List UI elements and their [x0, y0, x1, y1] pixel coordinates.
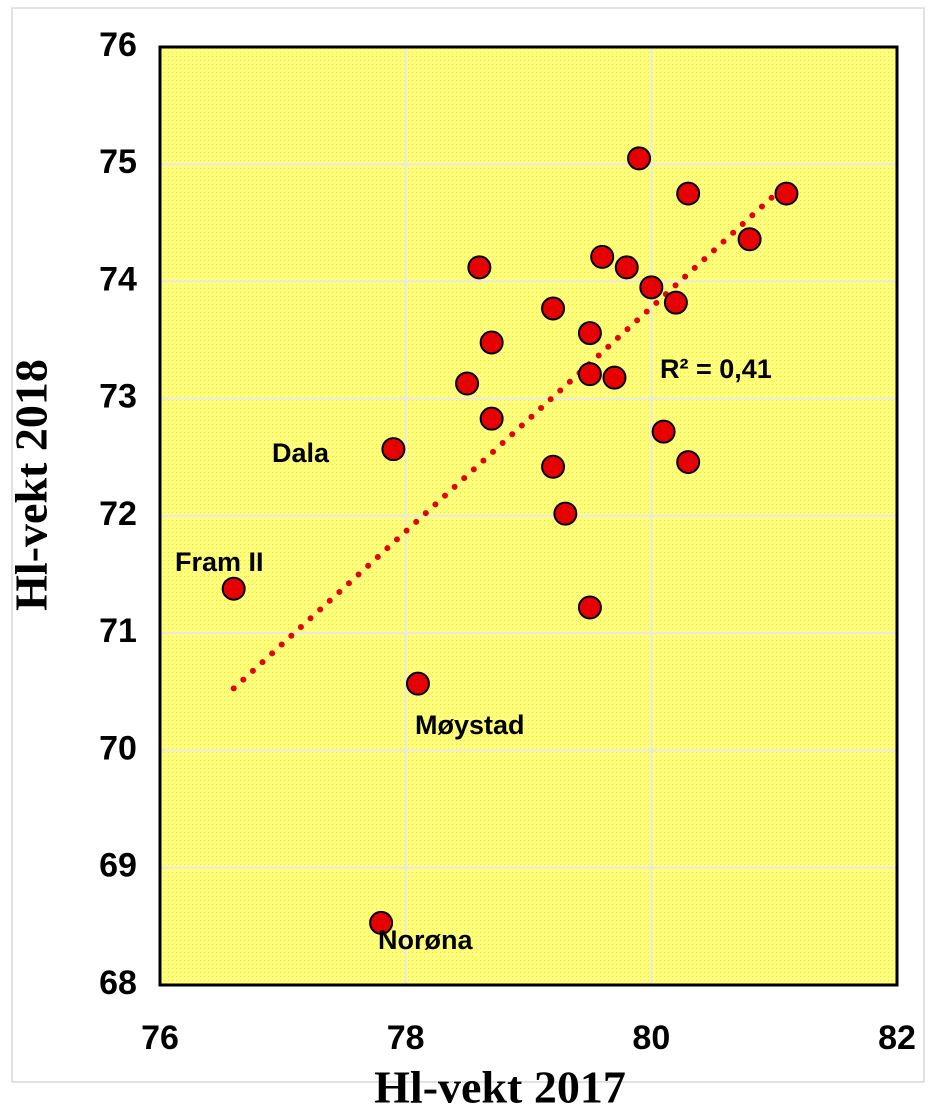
point [541, 454, 566, 479]
y-tick-label: 74 [99, 260, 137, 298]
point [639, 275, 664, 300]
point [590, 244, 615, 269]
point [467, 255, 492, 280]
chart-border [11, 7, 925, 1083]
y-tick-label: 75 [99, 143, 137, 181]
x-tick-label: 82 [878, 1019, 916, 1057]
y-tick-label: 71 [99, 612, 137, 650]
point [221, 576, 246, 601]
annotation: Møystad [415, 710, 525, 740]
point [676, 450, 701, 475]
point [663, 290, 688, 315]
annotation: Fram II [175, 547, 264, 577]
y-axis-title: Hl-vekt 2018 [6, 359, 57, 611]
point [405, 671, 430, 696]
x-tick-label: 80 [632, 1019, 670, 1057]
x-axis-title: Hl-vekt 2017 [374, 1062, 626, 1112]
point [651, 419, 676, 444]
point [676, 181, 701, 206]
point [627, 146, 652, 171]
point [577, 362, 602, 387]
point [479, 330, 504, 355]
y-tick-label: 68 [99, 964, 137, 1002]
point [774, 181, 799, 206]
point [381, 437, 406, 462]
point [553, 501, 578, 526]
x-tick-label: 78 [387, 1019, 425, 1057]
point [479, 406, 504, 431]
annotation: Dala [272, 438, 330, 468]
point [577, 321, 602, 346]
y-tick-label: 70 [99, 729, 137, 767]
y-tick-label: 69 [99, 847, 137, 885]
point [614, 255, 639, 280]
point [455, 371, 480, 396]
point [541, 296, 566, 321]
y-tick-label: 72 [99, 495, 137, 533]
point [602, 365, 627, 390]
point [737, 227, 762, 252]
annotation: Norøna [378, 925, 473, 955]
point [577, 595, 602, 620]
y-tick-label: 73 [99, 378, 137, 416]
plot-border [158, 45, 899, 987]
point [369, 910, 394, 935]
x-tick-label: 76 [141, 1019, 179, 1057]
trendline [230, 181, 790, 692]
y-tick-label: 76 [99, 26, 137, 64]
annotation: R² = 0,41 [660, 354, 772, 384]
